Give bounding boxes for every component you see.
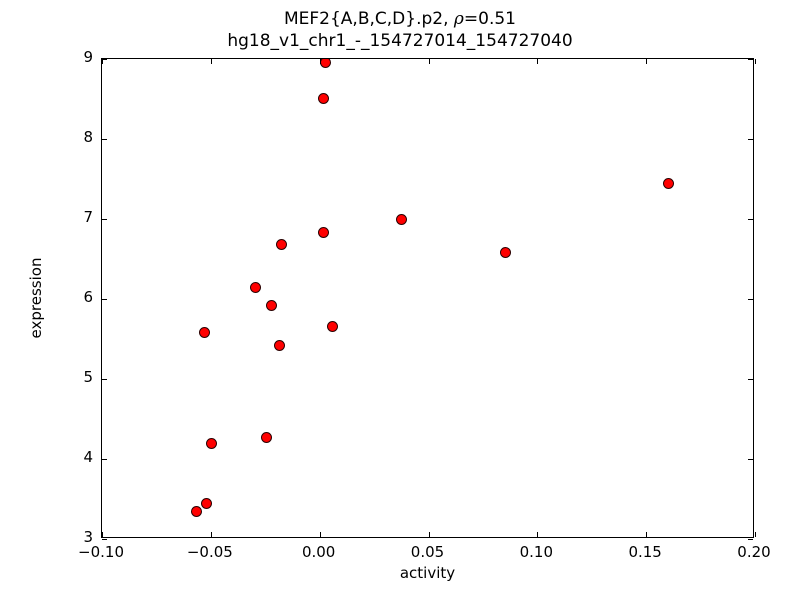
y-axis-tick	[748, 539, 753, 540]
x-axis-tick	[646, 59, 648, 64]
x-tick-label: 0.05	[410, 543, 445, 561]
y-axis-tick	[748, 59, 753, 60]
y-axis-tick	[102, 299, 107, 300]
y-axis-tick	[748, 379, 753, 380]
data-point	[395, 214, 407, 226]
y-axis-label: expression	[27, 257, 45, 339]
x-axis-tick	[210, 532, 212, 537]
rho-symbol: ρ	[453, 9, 464, 29]
x-tick-label: 0.10	[519, 543, 554, 561]
data-point	[663, 178, 675, 190]
x-axis-tick	[755, 532, 756, 537]
x-axis-label: activity	[399, 564, 456, 582]
y-axis-tick	[102, 379, 107, 380]
x-axis-tick	[755, 59, 756, 64]
data-point	[273, 339, 285, 351]
data-point	[206, 438, 218, 450]
y-tick-label-text: 3	[83, 528, 93, 546]
x-axis-tick	[319, 59, 321, 64]
y-axis-tick	[102, 539, 107, 540]
data-point	[200, 497, 212, 509]
plot-axes-frame	[101, 58, 756, 540]
data-point	[317, 227, 329, 239]
chart-title-line-2: hg18_v1_chr1_-_154727014_154727040	[227, 31, 573, 51]
data-point	[190, 506, 202, 518]
y-axis-tick	[748, 139, 753, 140]
data-point	[499, 247, 511, 259]
data-point	[320, 59, 332, 68]
x-tick-label: −0.10	[78, 543, 124, 561]
chart-title-line-1: MEF2{A,B,C,D}.p2, ρ=0.51	[0, 8, 800, 30]
y-axis-tick	[102, 139, 107, 140]
x-axis-tick	[428, 59, 430, 64]
y-tick-label-text: 9	[83, 48, 93, 66]
data-point	[266, 299, 278, 311]
x-axis-tick	[102, 532, 103, 537]
x-tick-label: −0.05	[186, 543, 233, 561]
chart-title: MEF2{A,B,C,D}.p2, ρ=0.51 hg18_v1_chr1_-_…	[0, 8, 800, 52]
x-axis-tick	[102, 59, 103, 64]
y-axis-tick	[748, 299, 753, 300]
x-tick-label: 0.20	[737, 543, 771, 561]
x-axis-tick	[210, 59, 212, 64]
y-axis-tick	[748, 459, 753, 460]
y-axis-tick	[102, 459, 107, 460]
x-axis-tick	[537, 532, 539, 537]
y-tick-label-text: 8	[83, 128, 93, 146]
y-axis-tick	[102, 219, 107, 220]
chart-title-prefix: MEF2{A,B,C,D}.p2,	[283, 9, 454, 29]
rho-value: =0.51	[463, 9, 517, 29]
y-tick-label-text: 5	[83, 368, 93, 386]
data-point	[198, 327, 210, 339]
data-point	[250, 281, 262, 293]
y-tick-label-text: 4	[83, 448, 93, 466]
x-tick-label: 0.00	[301, 543, 336, 561]
y-axis-tick	[102, 59, 107, 60]
data-point	[275, 239, 287, 251]
data-point	[318, 92, 330, 104]
data-point	[327, 320, 339, 332]
x-tick-label: 0.15	[628, 543, 662, 561]
y-tick-label-text: 7	[83, 208, 93, 226]
scatter-points-layer	[102, 59, 753, 537]
x-axis-tick	[646, 532, 648, 537]
y-axis-tick	[748, 219, 753, 220]
data-point	[261, 431, 273, 443]
x-axis-tick	[428, 532, 430, 537]
x-axis-tick	[319, 532, 321, 537]
y-tick-label-text: 6	[83, 288, 93, 306]
x-axis-tick	[537, 59, 539, 64]
